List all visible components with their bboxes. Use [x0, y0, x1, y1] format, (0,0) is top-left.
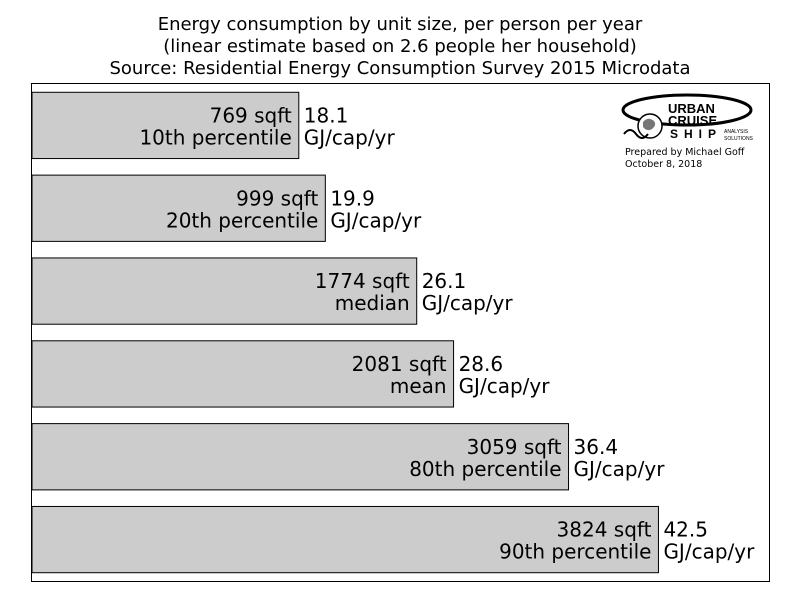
- category-label-size: 2081 sqft: [352, 352, 447, 376]
- unit-label: GJ/cap/yr: [574, 457, 666, 481]
- bar: [31, 423, 570, 491]
- bar: [31, 91, 300, 160]
- value-label: 42.5: [663, 518, 708, 542]
- plot-area-frame: [31, 83, 770, 582]
- unit-label: GJ/cap/yr: [330, 208, 422, 232]
- logo-brand-line-3: SHIP: [670, 127, 722, 141]
- bar: [31, 340, 455, 408]
- logo-credit: Prepared by Michael Goff: [625, 147, 745, 158]
- logo-brand-line-2: CRUISE: [668, 113, 717, 128]
- category-label-size: 3824 sqft: [557, 518, 652, 542]
- title-line-2: (linear estimate based on 2.6 people her…: [163, 36, 637, 57]
- logo-swoosh: [621, 93, 753, 127]
- logo-graphic: URBAN CRUISE SHIP ANALYSIS SOLUTIONS: [621, 93, 754, 142]
- value-label: 28.6: [459, 352, 504, 376]
- logo-brand-line-1: URBAN: [668, 101, 715, 116]
- category-label-stat: 10th percentile: [139, 125, 291, 149]
- unit-label: GJ/cap/yr: [459, 374, 551, 398]
- category-label-stat: 90th percentile: [499, 540, 651, 564]
- category-label-size: 3059 sqft: [467, 435, 562, 459]
- urban-cruise-ship-logo: URBAN CRUISE SHIP ANALYSIS SOLUTIONS Pre…: [620, 92, 760, 174]
- category-label-size: 999 sqft: [236, 186, 318, 210]
- value-label: 26.1: [422, 269, 467, 293]
- logo-globe-land: [643, 118, 656, 131]
- logo-tagline-2: SOLUTIONS: [724, 136, 754, 142]
- logo-date: October 8, 2018: [625, 159, 703, 170]
- bar: [31, 174, 326, 242]
- title-line-3: Source: Residential Energy Consumption S…: [109, 58, 691, 79]
- title-line-1: Energy consumption by unit size, per per…: [157, 14, 643, 35]
- category-label-stat: 80th percentile: [409, 457, 561, 481]
- unit-label: GJ/cap/yr: [663, 540, 755, 564]
- unit-label: GJ/cap/yr: [304, 125, 396, 149]
- logo-wave: [623, 129, 649, 139]
- category-label-stat: 20th percentile: [166, 208, 318, 232]
- category-label-stat: median: [335, 291, 410, 315]
- category-label-size: 769 sqft: [210, 103, 292, 127]
- value-label: 36.4: [574, 435, 619, 459]
- bar: [31, 257, 418, 325]
- unit-label: GJ/cap/yr: [422, 291, 514, 315]
- chart-title: Energy consumption by unit size, per per…: [0, 14, 800, 80]
- bar: [31, 505, 659, 574]
- logo-tagline-1: ANALYSIS: [724, 129, 749, 135]
- category-label-stat: mean: [390, 374, 447, 398]
- category-label-size: 1774 sqft: [315, 269, 410, 293]
- value-label: 18.1: [304, 103, 349, 127]
- value-label: 19.9: [330, 186, 375, 210]
